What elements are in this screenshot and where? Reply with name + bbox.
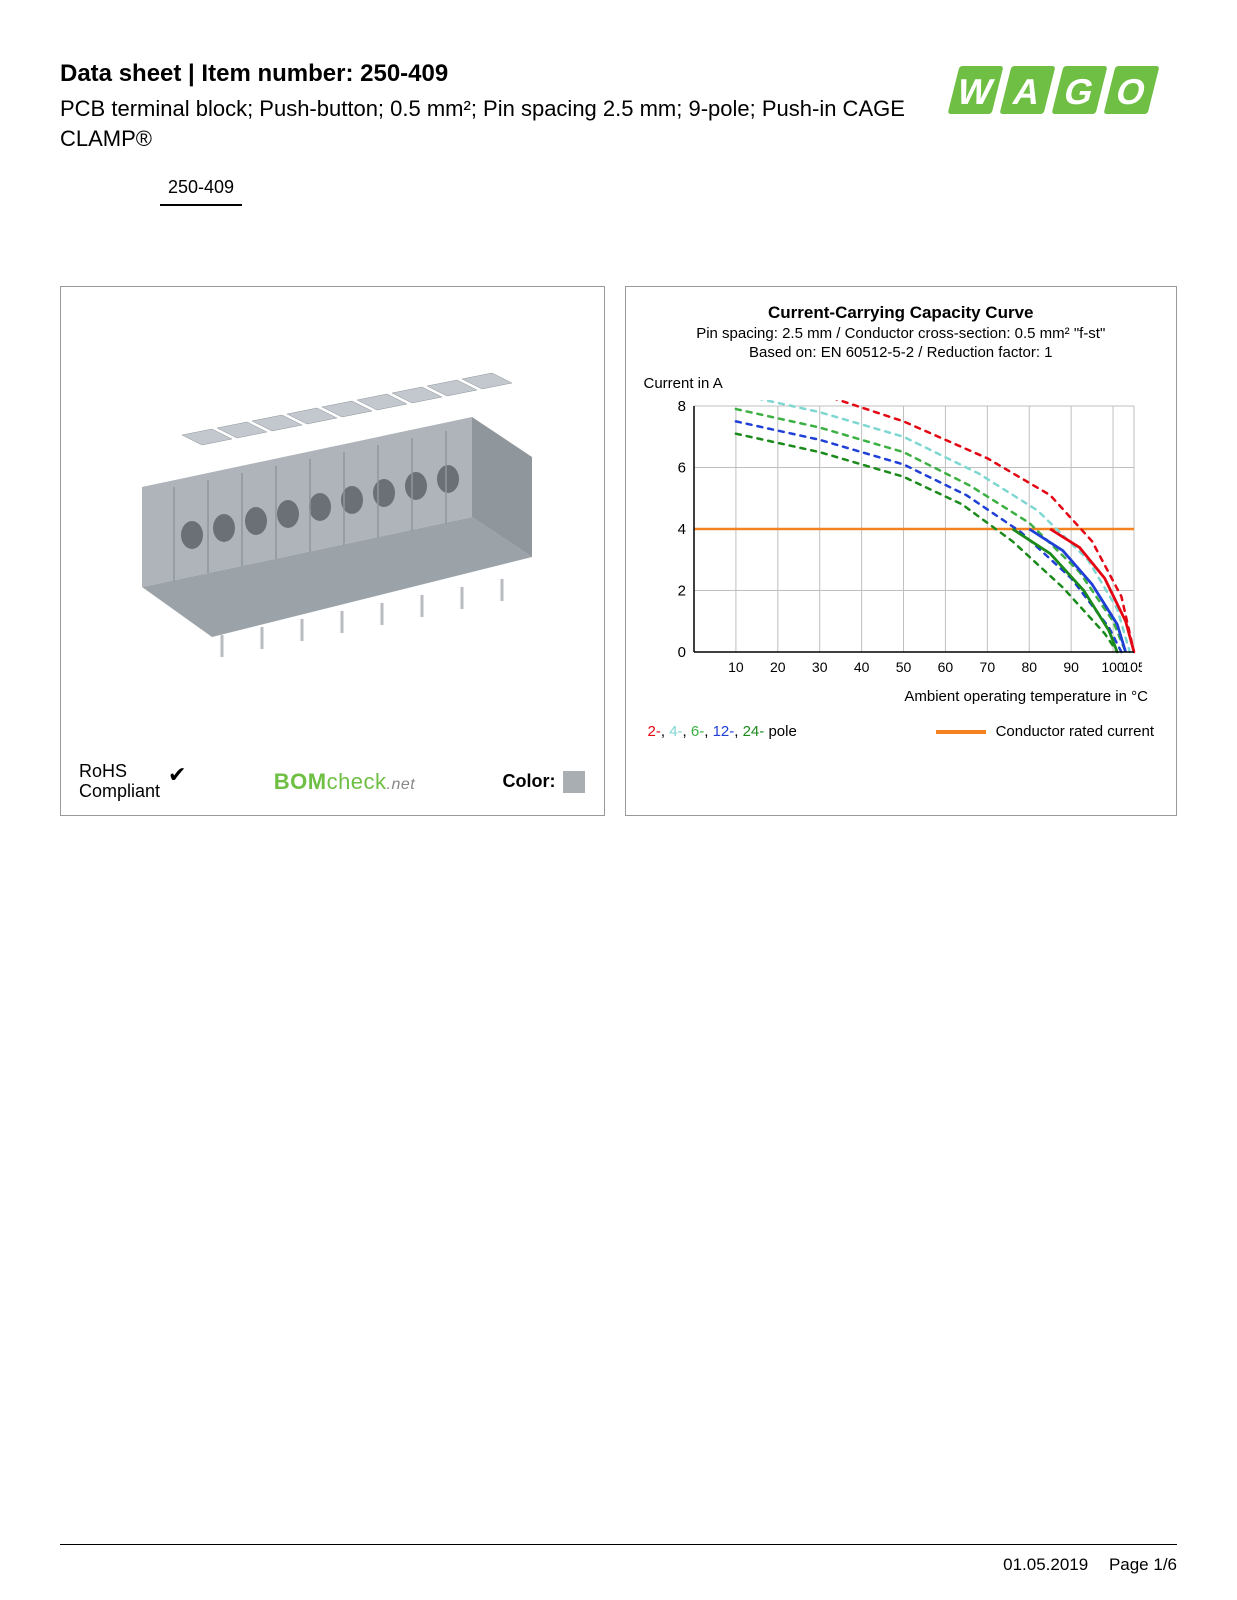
svg-text:60: 60 [937, 659, 953, 675]
bomcheck-logo: BOMcheck.net [274, 769, 416, 795]
footer-rule [60, 1544, 1177, 1545]
svg-text:4: 4 [677, 521, 685, 538]
footer-page: Page 1/6 [1109, 1555, 1177, 1574]
product-image [75, 301, 590, 751]
footer-date: 01.05.2019 [1003, 1555, 1088, 1574]
svg-text:0: 0 [677, 644, 685, 661]
item-number-chip: 250-409 [160, 173, 242, 206]
chart-subtitle-2: Based on: EN 60512-5-2 / Reduction facto… [644, 344, 1159, 361]
rohs-label-1: RoHS [79, 762, 160, 782]
svg-text:2: 2 [677, 583, 685, 600]
svg-text:8: 8 [677, 400, 685, 415]
svg-text:40: 40 [853, 659, 869, 675]
rohs-compliant: RoHS Compliant ✔ [79, 762, 186, 802]
header-text: Data sheet | Item number: 250-409 PCB te… [60, 60, 917, 206]
header: Data sheet | Item number: 250-409 PCB te… [60, 60, 1177, 206]
chart-title: Current-Carrying Capacity Curve [644, 303, 1159, 323]
svg-text:10: 10 [728, 659, 744, 675]
chart-legend: 2-, 4-, 6-, 12-, 24- pole Conductor rate… [644, 723, 1159, 740]
product-image-panel: RoHS Compliant ✔ BOMcheck.net Color: [60, 286, 605, 816]
svg-text:6: 6 [677, 460, 685, 477]
wago-logo: W A G O [937, 60, 1177, 125]
crc-label: Conductor rated current [996, 723, 1154, 740]
chart-y-axis-label: Current in A [644, 375, 1159, 392]
chart-subtitle-1: Pin spacing: 2.5 mm / Conductor cross-se… [644, 325, 1159, 342]
rohs-label-2: Compliant [79, 782, 160, 802]
crc-line-icon [936, 730, 986, 734]
svg-text:105: 105 [1122, 659, 1142, 675]
product-info-row: RoHS Compliant ✔ BOMcheck.net Color: [75, 752, 590, 802]
footer-text: 01.05.2019 Page 1/6 [987, 1555, 1177, 1575]
color-swatch [563, 771, 585, 793]
check-icon: ✔ [168, 762, 186, 787]
legend-pole-counts: 2-, 4-, 6-, 12-, 24- pole [648, 723, 797, 740]
datasheet-description: PCB terminal block; Push-button; 0.5 mm²… [60, 94, 917, 153]
svg-text:80: 80 [1021, 659, 1037, 675]
svg-text:90: 90 [1063, 659, 1079, 675]
svg-text:30: 30 [811, 659, 827, 675]
color-indicator: Color: [502, 771, 585, 793]
chart-x-axis-label: Ambient operating temperature in °C [644, 688, 1159, 705]
datasheet-title: Data sheet | Item number: 250-409 [60, 60, 917, 88]
svg-text:20: 20 [770, 659, 786, 675]
svg-text:70: 70 [979, 659, 995, 675]
color-label: Color: [502, 771, 555, 792]
panels-row: RoHS Compliant ✔ BOMcheck.net Color: Cur… [60, 286, 1177, 816]
svg-text:50: 50 [895, 659, 911, 675]
chart-panel: Current-Carrying Capacity Curve Pin spac… [625, 286, 1178, 816]
legend-conductor-rated-current: Conductor rated current [936, 723, 1154, 740]
chart-plot-area: 02468102030405060708090100105 [662, 400, 1142, 680]
